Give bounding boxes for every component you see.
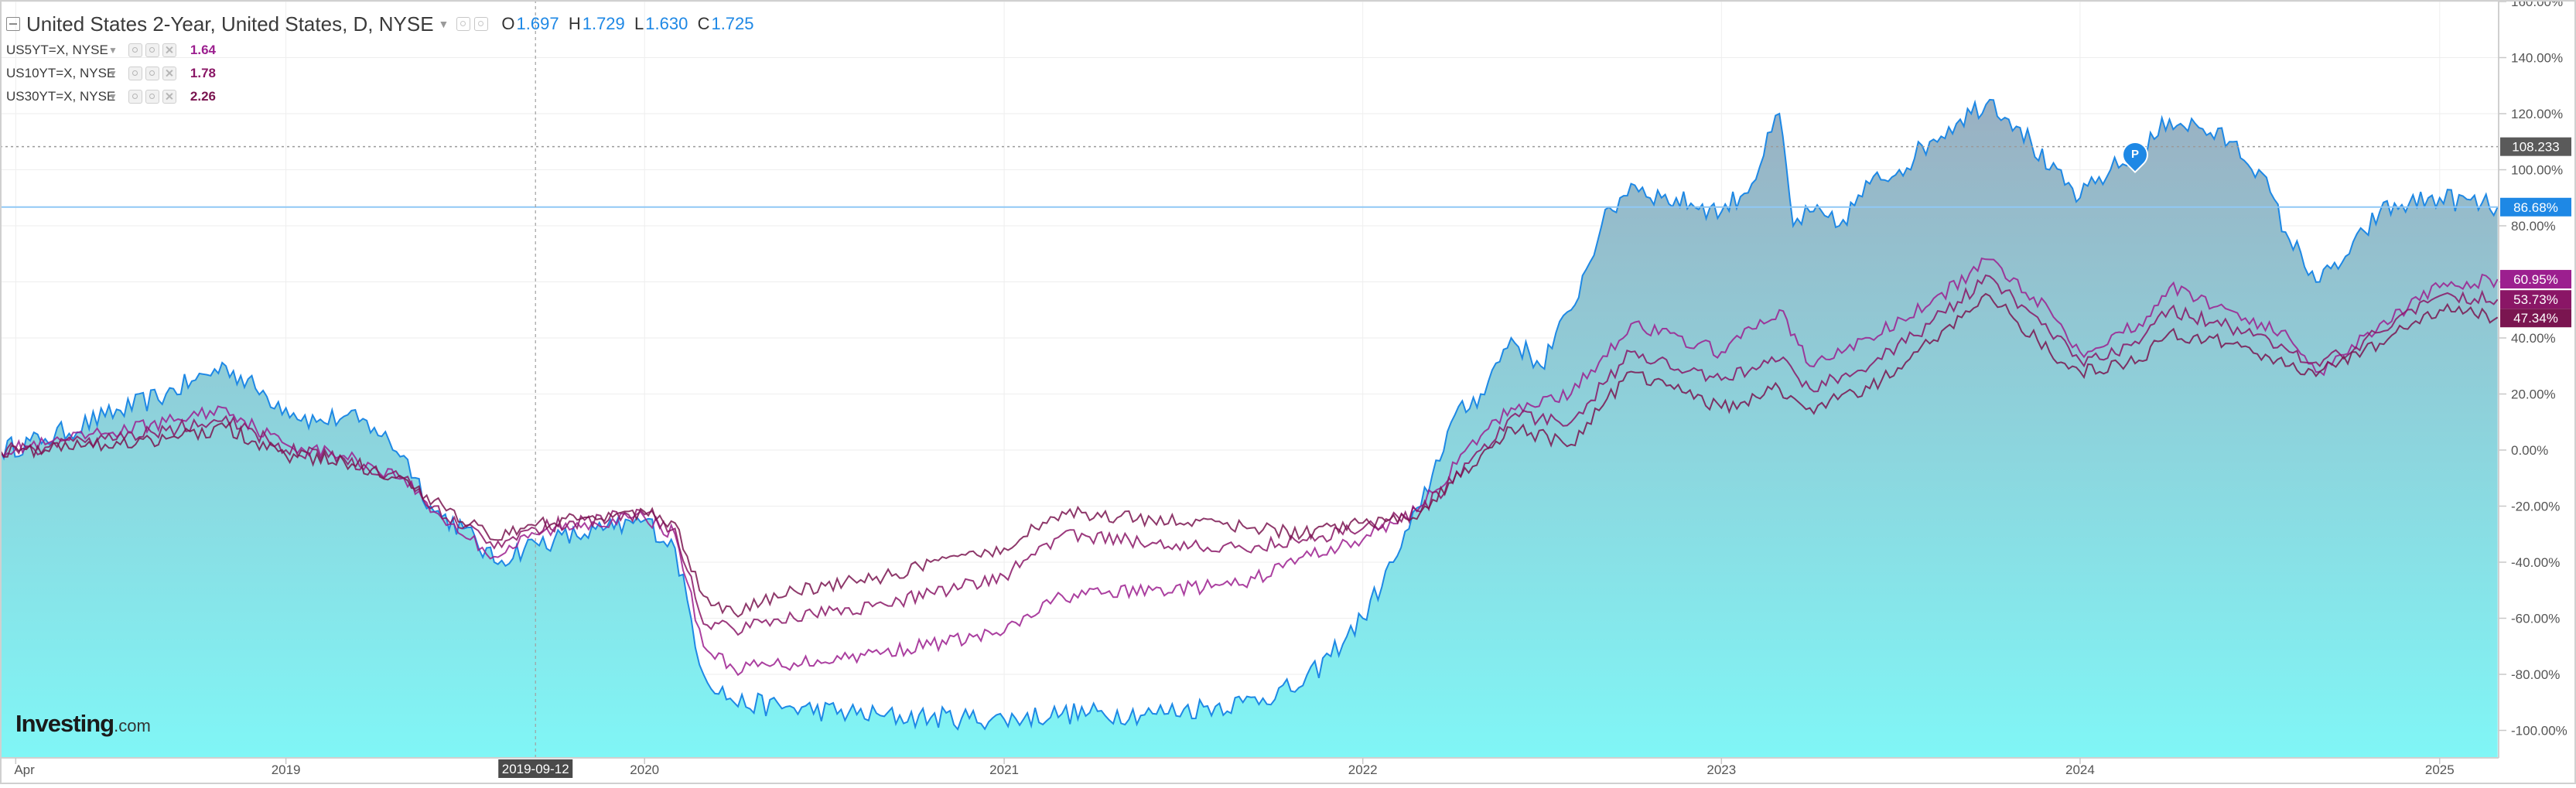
y-tick-label: 140.00% <box>2511 51 2563 66</box>
chevron-down-icon[interactable]: ▼ <box>108 68 118 79</box>
x-tick-label: 2023 <box>1707 762 1736 777</box>
y-tick-label: 20.00% <box>2511 387 2556 402</box>
close-icon[interactable] <box>162 67 176 80</box>
price-label-us10y <box>2500 290 2571 309</box>
y-tick-label: 40.00% <box>2511 331 2556 346</box>
eye-icon[interactable] <box>474 17 489 31</box>
open-label: O <box>501 14 515 33</box>
overlay-value: 2.26 <box>190 89 216 104</box>
settings-icon[interactable] <box>145 90 159 104</box>
y-tick-label: 80.00% <box>2511 219 2556 234</box>
price-label-us30y <box>2500 309 2571 328</box>
chevron-down-icon[interactable]: ▼ <box>108 45 118 56</box>
x-tick-label: 2019 <box>272 762 301 777</box>
y-tick-label: 100.00% <box>2511 163 2563 178</box>
open-value: 1.697 <box>516 14 559 33</box>
price-label-text-us10y: 53.73% <box>2513 292 2558 307</box>
y-tick-label: -80.00% <box>2511 667 2560 682</box>
price-label-us2y <box>2500 197 2571 217</box>
y-tick-label: -60.00% <box>2511 612 2560 626</box>
legend-overlay-us30y: US30YT=X, NYSE ▼ 2.26 <box>6 85 754 108</box>
logo-domain: .com <box>114 716 151 735</box>
eye-icon[interactable] <box>128 90 142 104</box>
price-label-text-us2y: 86.68% <box>2513 200 2558 215</box>
chevron-down-icon[interactable]: ▼ <box>108 91 118 102</box>
y-tick-label: 120.00% <box>2511 107 2563 121</box>
collapse-icon[interactable] <box>6 17 20 31</box>
high-label: H <box>568 14 581 33</box>
x-axis-band <box>0 759 2499 784</box>
x-tick-label: 2021 <box>989 762 1019 777</box>
settings-icon[interactable] <box>145 67 159 80</box>
close-icon[interactable] <box>162 90 176 104</box>
low-value: 1.630 <box>645 14 688 33</box>
eye-icon[interactable] <box>128 43 142 57</box>
overlay-symbol: US5YT=X, NYSE <box>6 43 108 57</box>
y-tick-label: 160.00% <box>2511 0 2563 9</box>
low-label: L <box>634 14 644 33</box>
chart-legend: United States 2-Year, United States, D, … <box>6 9 754 108</box>
close-icon[interactable] <box>162 43 176 57</box>
x-tick-label: 2025 <box>2425 762 2455 777</box>
investing-logo: Investing.com <box>15 710 151 738</box>
series-line-us2y <box>0 98 2499 731</box>
x-tick-label: 2020 <box>630 762 659 777</box>
settings-icon[interactable] <box>456 17 471 31</box>
y-tick-label: -40.00% <box>2511 555 2560 570</box>
y-axis-band <box>2499 0 2576 784</box>
series-area-us2y <box>0 99 2498 758</box>
price-label-text-us5y: 60.95% <box>2513 272 2558 287</box>
overlay-symbol: US30YT=X, NYSE <box>6 89 116 104</box>
pin-label: P <box>2130 148 2139 161</box>
price-label-text-us30y: 47.34% <box>2513 311 2558 326</box>
x-tick-label: 2024 <box>2065 762 2095 777</box>
close-value: 1.725 <box>711 14 754 33</box>
legend-main-row: United States 2-Year, United States, D, … <box>6 9 754 39</box>
y-tick-label: -100.00% <box>2511 724 2567 739</box>
crosshair-date-box <box>498 759 573 778</box>
main-symbol-title: United States 2-Year, United States, D, … <box>26 12 434 36</box>
series-line-us10y <box>0 274 2499 636</box>
legend-overlay-us5y: US5YT=X, NYSE ▼ 1.64 <box>6 39 754 62</box>
high-value: 1.729 <box>582 14 625 33</box>
x-tick-label: 2022 <box>1348 762 1378 777</box>
y-tick-label: 0.00% <box>2511 443 2548 458</box>
price-label-max <box>2500 137 2571 156</box>
overlay-value: 1.78 <box>190 66 216 80</box>
settings-icon[interactable] <box>145 43 159 57</box>
legend-overlay-us10y: US10YT=X, NYSE ▼ 1.78 <box>6 62 754 85</box>
close-label: C <box>697 14 710 33</box>
eye-icon[interactable] <box>128 67 142 80</box>
chevron-down-icon[interactable]: ▼ <box>438 18 449 30</box>
series-line-us5y <box>0 258 2499 677</box>
event-pin-icon[interactable]: P <box>2118 138 2152 172</box>
price-label-text-max: 108.233 <box>2512 140 2559 155</box>
ohlc-readout: O1.697 H1.729 L1.630 C1.725 <box>501 14 753 34</box>
series-line-us30y <box>0 292 2499 618</box>
overlay-symbol: US10YT=X, NYSE <box>6 66 116 80</box>
y-tick-label: -20.00% <box>2511 500 2560 514</box>
price-label-us5y <box>2500 270 2571 289</box>
crosshair-date-label: 2019-09-12 <box>502 762 569 776</box>
overlay-value: 1.64 <box>190 43 216 57</box>
logo-text: Investing <box>15 710 114 737</box>
x-tick-label: Apr <box>14 762 35 777</box>
